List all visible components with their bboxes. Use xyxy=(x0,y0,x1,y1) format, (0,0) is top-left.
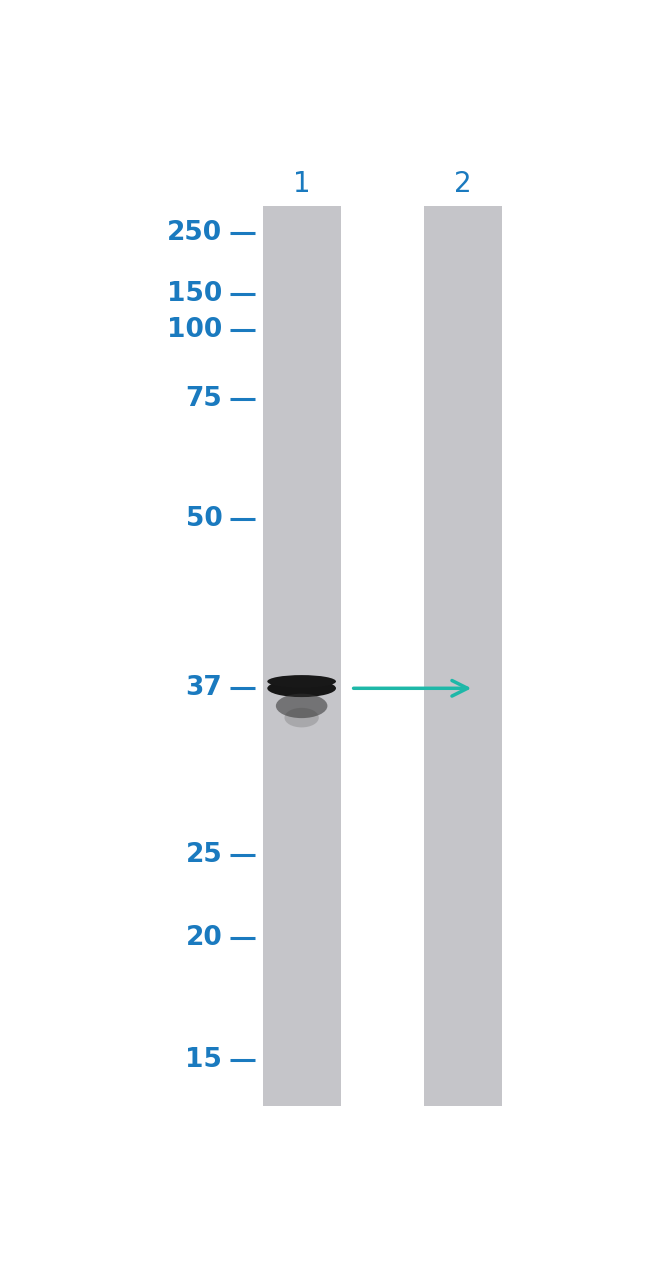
Text: 20: 20 xyxy=(185,925,222,951)
Text: 15: 15 xyxy=(185,1046,222,1073)
Text: 25: 25 xyxy=(185,842,222,867)
Text: 50: 50 xyxy=(185,507,222,532)
Text: 75: 75 xyxy=(185,386,222,411)
Text: 1: 1 xyxy=(293,170,311,198)
Ellipse shape xyxy=(267,679,336,697)
Ellipse shape xyxy=(276,693,328,718)
Bar xyxy=(424,206,502,1106)
Ellipse shape xyxy=(267,676,336,688)
Text: 250: 250 xyxy=(167,220,222,245)
Bar xyxy=(263,206,341,1106)
Text: 37: 37 xyxy=(185,676,222,701)
Text: 100: 100 xyxy=(167,318,222,343)
Text: 2: 2 xyxy=(454,170,472,198)
Text: 150: 150 xyxy=(167,281,222,307)
Ellipse shape xyxy=(285,707,318,728)
